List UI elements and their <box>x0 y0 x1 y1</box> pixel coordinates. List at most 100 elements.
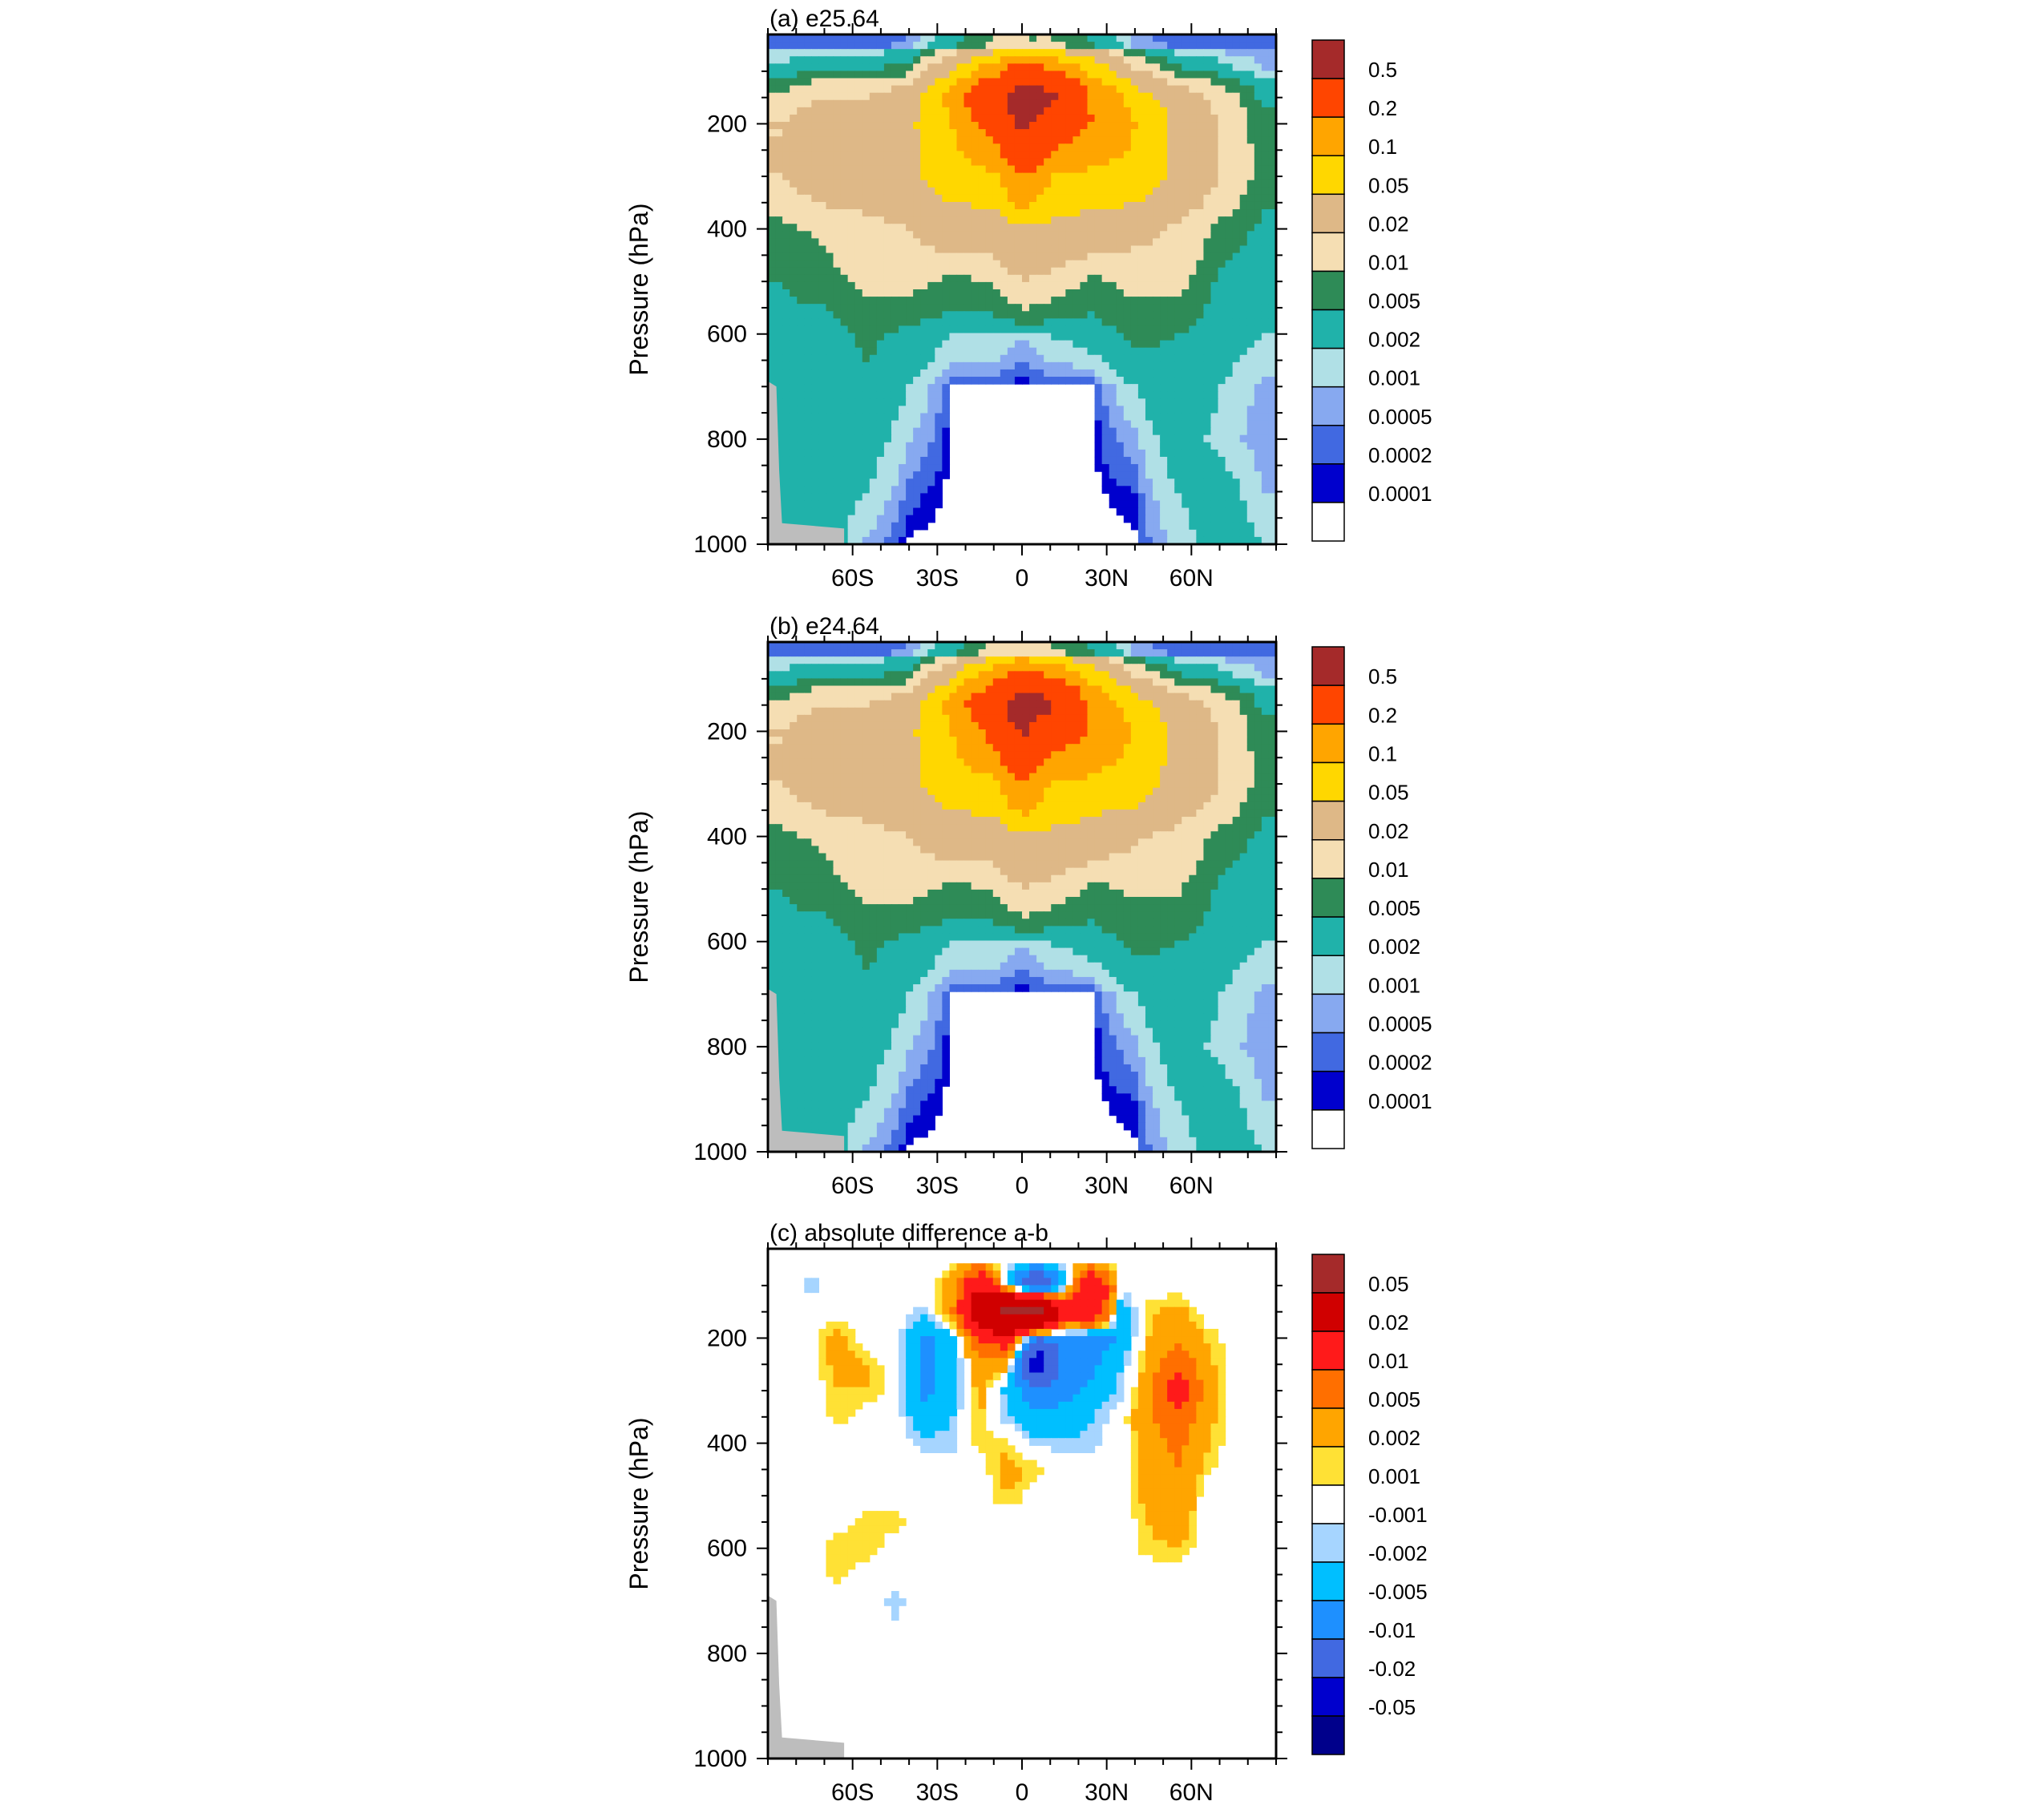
contour-cell <box>1268 486 1277 494</box>
contour-cell <box>913 471 921 479</box>
contour-cell <box>1130 158 1139 167</box>
contour-cell <box>920 685 928 694</box>
contour-cell <box>818 122 827 130</box>
contour-cell <box>927 238 935 247</box>
contour-cell <box>1189 664 1197 672</box>
contour-cell <box>1196 493 1205 502</box>
contour-cell <box>1072 274 1081 283</box>
contour-cell <box>1000 158 1008 167</box>
contour-cell <box>1167 391 1175 399</box>
contour-cell <box>833 384 842 392</box>
contour-cell <box>1174 78 1182 87</box>
contour-cell <box>768 99 776 108</box>
contour-cell <box>1160 252 1168 261</box>
contour-cell <box>1087 260 1096 269</box>
contour-cell <box>1153 224 1161 232</box>
contour-cell <box>927 507 935 516</box>
contour-cell <box>1072 78 1081 87</box>
contour-cell <box>1196 304 1205 312</box>
contour-cell <box>1094 252 1103 261</box>
contour-cell <box>1000 187 1008 196</box>
contour-cell <box>854 34 863 42</box>
contour-cell <box>768 216 776 224</box>
contour-cell <box>847 158 856 167</box>
contour-cell <box>862 281 871 290</box>
contour-cell <box>1014 63 1023 72</box>
contour-cell <box>1182 479 1190 487</box>
contour-cell <box>854 209 863 217</box>
contour-cell <box>985 216 994 224</box>
contour-cell <box>862 114 871 123</box>
contour-cell <box>963 136 972 144</box>
contour-cell <box>876 529 885 538</box>
contour-cell <box>782 311 790 319</box>
contour-cell <box>899 522 907 531</box>
contour-cell <box>1189 456 1197 465</box>
contour-cell <box>1182 311 1190 319</box>
contour-cell <box>1232 231 1241 239</box>
contour-cell <box>811 92 819 101</box>
contour-cell <box>869 238 878 247</box>
contour-cell <box>985 238 994 247</box>
contour-cell <box>1080 354 1089 363</box>
contour-cell <box>876 500 885 509</box>
contour-cell <box>1058 180 1066 188</box>
contour-cell <box>869 42 878 50</box>
contour-cell <box>1094 347 1103 356</box>
contour-cell <box>1153 216 1161 224</box>
contour-cell <box>840 34 849 42</box>
contour-cell <box>1123 260 1132 269</box>
contour-cell <box>833 107 842 115</box>
contour-cell <box>811 187 819 196</box>
contour-cell <box>927 493 935 502</box>
contour-cell <box>1153 486 1161 494</box>
contour-cell <box>826 340 834 349</box>
contour-cell <box>1036 649 1044 657</box>
contour-cell <box>833 281 842 290</box>
contour-cell <box>1232 224 1241 232</box>
contour-cell <box>818 56 827 64</box>
contour-cell <box>818 78 827 87</box>
contour-cell <box>811 515 819 523</box>
contour-cell <box>1007 231 1016 239</box>
contour-cell <box>942 325 951 334</box>
contour-cell <box>797 201 805 210</box>
contour-cell <box>876 515 885 523</box>
contour-cell <box>1130 311 1139 319</box>
contour-cell <box>775 274 783 283</box>
contour-cell <box>1044 333 1052 341</box>
contour-cell <box>1174 479 1182 487</box>
contour-cell <box>956 369 965 378</box>
contour-cell <box>804 34 812 42</box>
contour-cell <box>1160 260 1168 269</box>
contour-cell <box>869 311 878 319</box>
contour-cell <box>956 347 965 356</box>
contour-cell <box>811 42 819 50</box>
contour-cell <box>971 361 980 370</box>
contour-cell <box>1007 122 1016 130</box>
contour-cell <box>804 413 812 422</box>
contour-cell <box>804 500 812 509</box>
contour-cell <box>883 252 892 261</box>
contour-cell <box>1174 216 1182 224</box>
contour-cell <box>1109 479 1117 487</box>
contour-cell <box>956 56 965 64</box>
contour-cell <box>1109 34 1117 42</box>
contour-cell <box>891 78 899 87</box>
contour-cell <box>891 158 899 167</box>
contour-cell <box>1203 522 1212 531</box>
contour-cell <box>1254 172 1262 181</box>
contour-cell <box>797 151 805 160</box>
contour-cell <box>1022 664 1030 672</box>
contour-cell <box>768 685 776 694</box>
contour-cell <box>797 507 805 516</box>
contour-cell <box>854 406 863 414</box>
contour-cell <box>985 165 994 174</box>
contour-cell <box>1254 143 1262 151</box>
contour-cell <box>811 442 819 450</box>
contour-cell <box>913 187 921 196</box>
contour-cell <box>1036 340 1044 349</box>
contour-cell <box>826 311 834 319</box>
contour-cell <box>1087 34 1096 42</box>
contour-cell <box>1116 507 1125 516</box>
